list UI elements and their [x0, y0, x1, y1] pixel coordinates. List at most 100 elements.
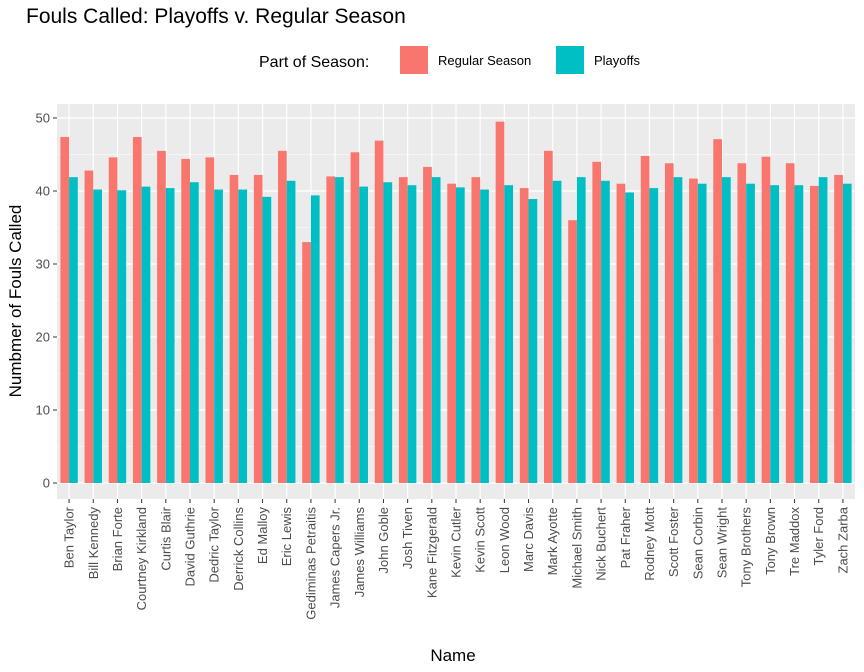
x-tick-label: Derrick Collins	[231, 507, 246, 591]
legend-swatch-playoffs	[556, 46, 584, 74]
bar-playoffs	[456, 187, 465, 483]
bar-regular-season	[761, 156, 771, 483]
bar-playoffs	[649, 188, 659, 483]
x-tick-label: Nick Buchert	[594, 507, 609, 581]
x-tick-label: Gediminas Petraitis	[303, 507, 318, 620]
bar-playoffs	[286, 180, 296, 483]
x-tick-label: Bill Kennedy	[86, 507, 101, 580]
bar-regular-season	[229, 174, 239, 483]
x-tick-label: Michael Smith	[569, 507, 584, 589]
x-tick-label: Eric Lewis	[279, 507, 294, 567]
bar-playoffs	[262, 196, 272, 483]
y-tick-label: 20	[36, 330, 50, 345]
bar-regular-season	[616, 183, 626, 483]
x-tick-label: Kevin Cutler	[449, 506, 464, 577]
bar-playoffs	[214, 189, 223, 484]
x-tick-label: Pat Fraher	[618, 506, 633, 568]
bar-regular-season	[205, 157, 215, 484]
x-tick-label: Curtis Blair	[158, 506, 173, 570]
chart-title: Fouls Called: Playoffs v. Regular Season	[26, 5, 406, 28]
x-tick-label: Mark Ayotte	[545, 507, 560, 575]
bar-regular-season	[519, 188, 529, 483]
x-tick-label: John Goble	[376, 507, 391, 574]
bar-playoffs	[93, 189, 102, 484]
x-tick-label: Tony Brown	[763, 507, 778, 575]
bar-regular-season	[664, 163, 674, 483]
x-tick-label: Ed Malloy	[255, 507, 270, 565]
bar-regular-season	[568, 220, 577, 483]
bar-regular-season	[181, 158, 190, 483]
y-axis: 0 10 20 30 40 50	[36, 111, 57, 491]
bar-regular-season	[471, 177, 481, 483]
bar-playoffs	[746, 183, 755, 483]
x-tick-label: Tre Maddox	[787, 507, 802, 576]
x-tick-label: Sean Corbin	[690, 507, 705, 579]
bar-regular-season	[713, 139, 722, 484]
x-tick-label: Courtney Kirkland	[134, 507, 149, 610]
x-tick-label: James Williams	[352, 507, 367, 598]
legend-label-playoffs: Playoffs	[594, 53, 641, 68]
bar-playoffs	[770, 185, 780, 483]
bar-regular-season	[810, 185, 819, 483]
bar-playoffs	[165, 188, 175, 483]
bar-regular-season	[737, 163, 747, 483]
x-axis: Ben Taylor Bill Kennedy Brian Forte Courtne…	[62, 499, 850, 620]
bar-regular-season	[398, 177, 408, 483]
bar-playoffs	[552, 180, 562, 483]
bar-regular-season	[834, 174, 843, 483]
bar-regular-season	[785, 163, 795, 483]
bar-playoffs	[818, 177, 828, 483]
bar-playoffs	[480, 189, 489, 484]
legend-swatch-regular-season	[400, 46, 428, 74]
bar-regular-season	[132, 136, 142, 484]
bar-regular-season	[326, 176, 336, 483]
bar-regular-season	[278, 150, 287, 483]
bar-regular-season	[84, 170, 94, 483]
bar-playoffs	[625, 192, 634, 483]
bar-regular-season	[253, 174, 263, 483]
bar-regular-season	[157, 150, 166, 483]
bar-playoffs	[504, 185, 514, 483]
bar-playoffs	[722, 177, 731, 483]
bar-regular-season	[302, 242, 311, 483]
y-axis-title: Numbmer of Fouls Called	[6, 205, 25, 398]
bar-regular-season	[495, 121, 505, 484]
x-tick-label: Scott Foster	[666, 506, 681, 577]
bar-playoffs	[383, 182, 393, 484]
y-tick-label: 30	[36, 257, 50, 272]
x-tick-label: Kevin Scott	[473, 507, 488, 573]
bar-regular-season	[447, 183, 456, 483]
bar-playoffs	[576, 177, 586, 483]
bar-playoffs	[190, 182, 199, 484]
legend-label-regular-season: Regular Season	[438, 53, 531, 68]
x-tick-label: Marc Davis	[521, 507, 536, 573]
x-tick-label: Dedric Taylor	[207, 506, 222, 582]
bar-playoffs	[117, 190, 127, 483]
x-tick-label: Zach Zarba	[835, 506, 850, 573]
bar-regular-season	[423, 166, 432, 483]
y-tick-label: 40	[36, 184, 50, 199]
bar-regular-season	[374, 140, 384, 483]
x-tick-label: Josh Tiven	[400, 507, 415, 569]
bar-regular-season	[640, 155, 650, 483]
bar-playoffs	[407, 185, 417, 483]
bar-regular-season	[60, 136, 70, 484]
x-tick-label: Sean Wright	[715, 507, 730, 579]
bar-playoffs	[69, 177, 78, 483]
y-tick-label: 0	[43, 476, 50, 491]
bar-playoffs	[431, 177, 441, 483]
bars	[60, 121, 852, 484]
bar-playoffs	[794, 185, 804, 483]
bar-regular-season	[350, 152, 360, 483]
legend: Part of Season: Regular Season Playoffs	[259, 46, 641, 74]
bar-regular-season	[592, 161, 602, 484]
y-tick-label: 10	[36, 403, 50, 418]
x-tick-label: Ben Taylor	[62, 506, 77, 568]
bar-regular-season	[544, 150, 553, 483]
bar-playoffs	[673, 177, 683, 483]
bar-playoffs	[697, 183, 707, 483]
bar-playoffs	[359, 186, 368, 483]
x-tick-label: Brian Forte	[110, 507, 125, 571]
bar-playoffs	[335, 177, 344, 483]
